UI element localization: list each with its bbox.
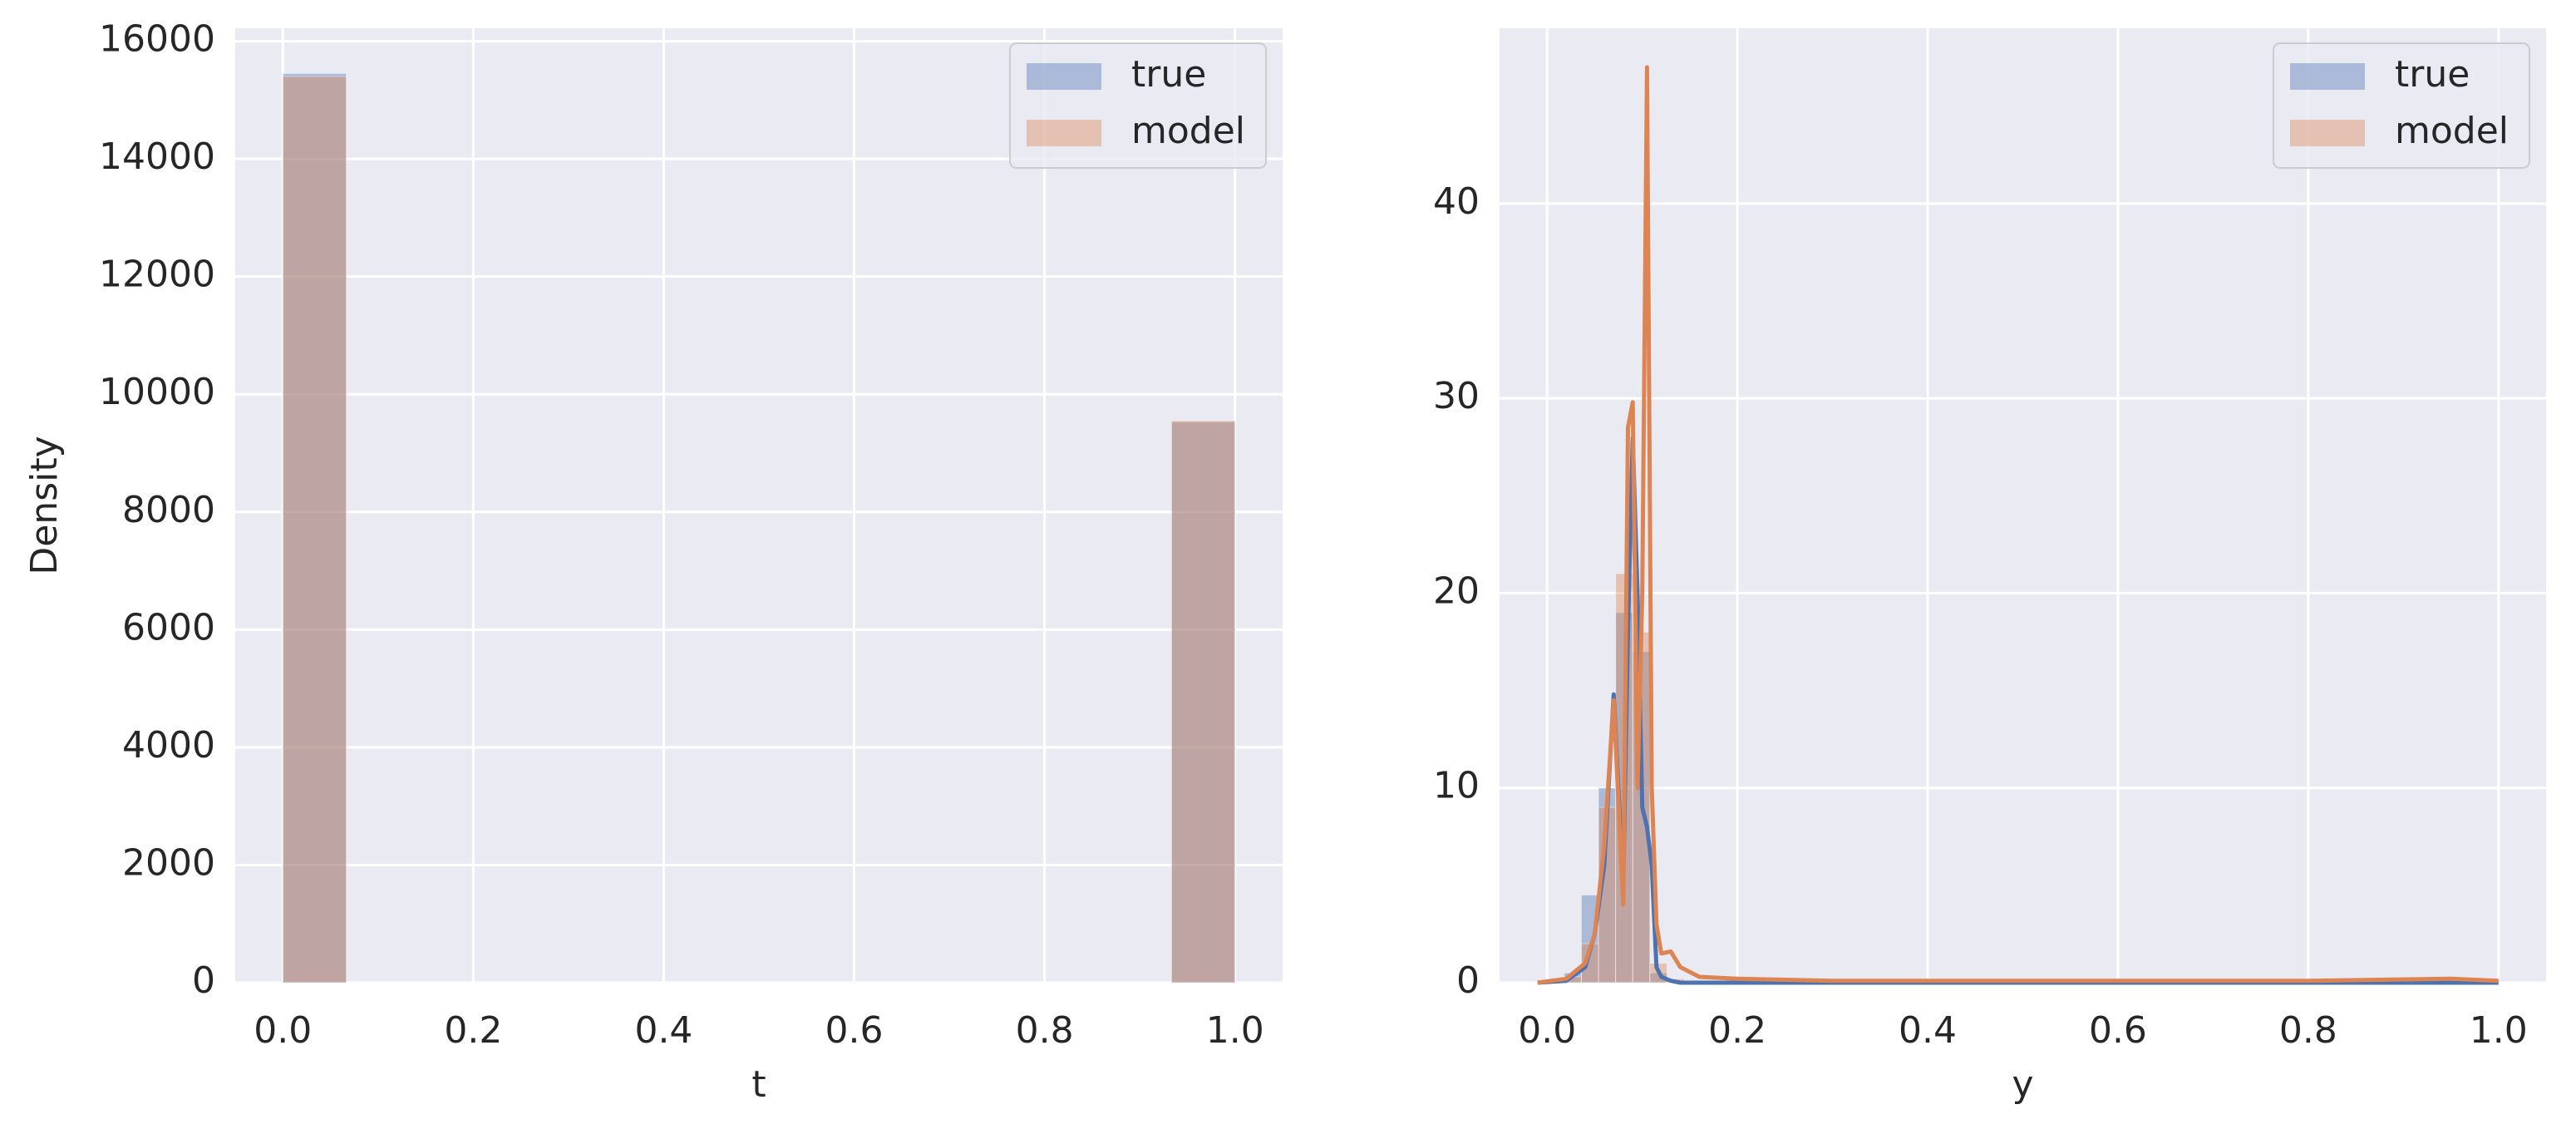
y-tick-label: 6000 [122,606,215,648]
y-tick-label: 12000 [99,254,215,296]
legend-swatch [1027,120,1101,146]
histogram-bar [282,72,347,984]
x-tick-label: 1.0 [1206,1009,1264,1052]
y-tick-label: 16000 [99,18,215,61]
x-tick-label: 0.8 [2279,1009,2337,1052]
plot-area [235,28,1283,983]
histogram-bar [282,76,347,984]
x-tick-label: 0.8 [1016,1009,1074,1052]
plot-area [1500,28,2546,983]
x-tick-label: 0.2 [1708,1009,1766,1052]
y-tick-label: 30 [1433,375,1480,417]
kde-line [1537,65,2499,985]
legend-label: true [1131,53,1206,96]
x-axis-label: y [2012,1063,2033,1106]
legend-box [2273,42,2530,169]
y-tick-label: 10 [1433,765,1480,807]
x-tick-label: 0.6 [825,1009,884,1052]
y-tick-label: 20 [1433,569,1480,612]
y-tick-label: 4000 [122,724,215,767]
x-tick-label: 0.2 [444,1009,502,1052]
y-tick-label: 2000 [122,841,215,884]
legend-swatch [2290,120,2365,146]
x-tick-label: 0.0 [1518,1009,1576,1052]
x-axis-label: t [751,1063,766,1106]
x-tick-label: 0.0 [254,1009,312,1052]
x-tick-label: 0.4 [1899,1009,1957,1052]
histogram-bar [1170,420,1236,984]
x-tick-label: 0.6 [2089,1009,2147,1052]
legend-label: model [1131,110,1245,152]
y-axis-label: Density [23,436,66,574]
y-tick-label: 0 [192,959,215,1002]
legend-swatch [1027,63,1101,90]
y-tick-label: 0 [1456,959,1480,1002]
y-tick-label: 40 [1433,180,1480,223]
histogram-bar [1170,421,1236,984]
y-tick-label: 8000 [122,489,215,531]
legend-label: true [2395,53,2470,96]
y-tick-label: 14000 [99,136,215,178]
legend-swatch [2290,63,2365,90]
legend-box [1009,42,1267,169]
y-tick-label: 10000 [99,371,215,413]
x-tick-label: 0.4 [634,1009,692,1052]
x-tick-label: 1.0 [2470,1009,2528,1052]
legend-label: model [2395,110,2509,152]
